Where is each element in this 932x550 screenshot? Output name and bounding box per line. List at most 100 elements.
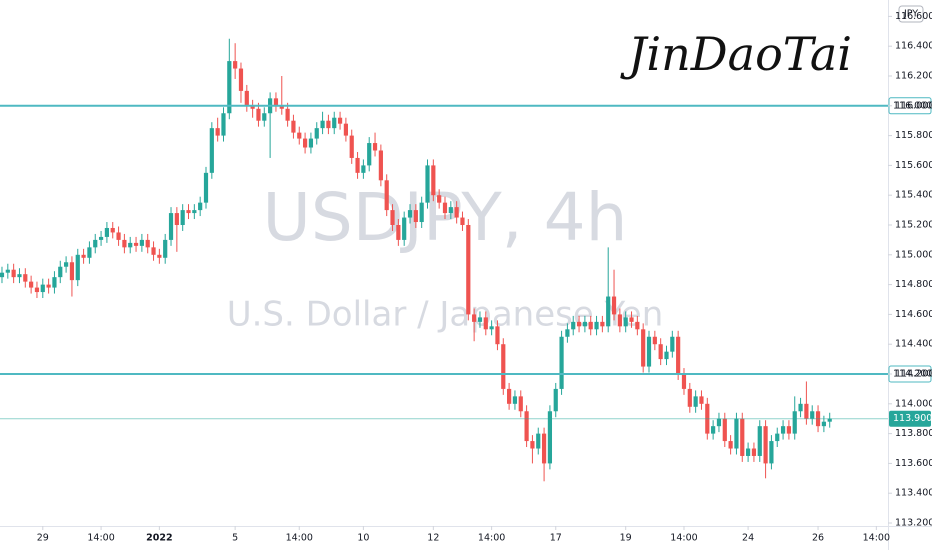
candle-body	[285, 108, 290, 121]
candle-body	[372, 143, 378, 151]
y-tick-label: 115.000	[895, 249, 932, 260]
candle-body	[810, 411, 815, 419]
x-tick-label: 14:00	[863, 533, 890, 544]
candle-body	[192, 210, 197, 214]
candle-body	[617, 314, 622, 327]
candle-body	[553, 388, 558, 412]
candle-body	[559, 336, 564, 389]
candle-body	[233, 61, 238, 69]
candle-body	[337, 117, 343, 124]
candle-body	[157, 254, 162, 258]
candle-body	[641, 329, 646, 367]
candle-body	[571, 321, 576, 330]
candle-body	[11, 269, 16, 278]
currency-label: JPY	[903, 9, 918, 20]
last-price-label: 113.900	[893, 413, 932, 424]
level-label: 116.000	[893, 100, 932, 111]
x-tick-label: 5	[232, 533, 238, 544]
candle-body	[87, 247, 92, 258]
candle-body	[501, 344, 506, 389]
candle-body	[611, 296, 617, 315]
candle-body	[174, 213, 179, 226]
candle-body	[238, 68, 244, 91]
candle-body	[361, 165, 366, 173]
candle-body	[646, 336, 652, 367]
candle-body	[133, 242, 139, 246]
y-tick-label: 113.400	[895, 488, 932, 499]
candle-body	[757, 426, 762, 456]
candle-body	[606, 296, 611, 327]
candle-body	[437, 195, 442, 203]
candle-body	[512, 396, 518, 404]
candle-body	[804, 403, 809, 419]
y-tick-label: 113.600	[895, 458, 932, 469]
signature: JinDaoTai	[620, 27, 852, 81]
candle-body	[0, 272, 5, 278]
candle-body	[250, 105, 255, 109]
candle-body	[209, 128, 214, 173]
y-tick-label: 115.600	[895, 160, 932, 171]
level-label: 114.200	[893, 369, 932, 380]
candle-body	[547, 411, 553, 464]
candle-body	[64, 262, 69, 267]
y-tick-label: 116.200	[895, 70, 932, 81]
y-tick-label: 114.600	[895, 309, 932, 320]
candle-body	[93, 239, 98, 248]
candle-body	[326, 120, 331, 129]
y-tick-label: 116.400	[895, 41, 932, 52]
candle-body	[396, 225, 401, 240]
candle-body	[681, 374, 687, 389]
candle-body	[163, 239, 168, 258]
candle-body	[664, 351, 669, 360]
candle-body	[716, 418, 722, 427]
x-tick-label: 26	[812, 533, 824, 544]
candle-body	[827, 418, 832, 422]
currency-badge	[898, 5, 924, 23]
candle-body	[52, 277, 57, 288]
candle-body	[297, 132, 302, 139]
candle-body	[763, 426, 768, 464]
candle-body	[40, 284, 45, 293]
candle-body	[75, 254, 80, 281]
x-tick-label: 14:00	[478, 533, 505, 544]
candle-body	[780, 426, 786, 434]
candle-body	[594, 321, 599, 330]
candle-body	[262, 113, 267, 121]
candle-body	[139, 239, 144, 246]
x-tick-label: 14:00	[87, 533, 114, 544]
candle-body	[128, 242, 133, 248]
candle-body	[145, 239, 150, 248]
candle-body	[332, 117, 337, 129]
candle-body	[740, 418, 745, 456]
candle-body	[314, 128, 319, 139]
candle-body	[98, 236, 104, 240]
candle-body	[407, 210, 413, 218]
candle-body	[273, 98, 279, 106]
y-tick-label: 114.200	[895, 369, 932, 380]
candle-body	[349, 135, 354, 158]
candle-body	[413, 210, 418, 223]
candle-body	[699, 396, 704, 404]
candle-body	[215, 128, 220, 136]
candle-body	[460, 217, 465, 226]
x-tick-label: 17	[550, 533, 562, 544]
y-tick-label: 115.200	[895, 220, 932, 231]
candle-body	[635, 321, 640, 330]
last-price-badge	[889, 410, 931, 427]
x-tick-label: 29	[37, 533, 49, 544]
candle-body	[302, 138, 308, 148]
candle-body	[17, 274, 22, 278]
candle-body	[448, 207, 453, 214]
candle-body	[670, 336, 675, 352]
candle-body	[518, 396, 523, 412]
candle-body	[244, 90, 249, 106]
candle-body	[728, 441, 733, 449]
candle-body	[442, 202, 448, 214]
candle-body	[495, 326, 500, 345]
candle-body	[46, 284, 51, 288]
candle-body	[711, 426, 716, 434]
candle-body	[676, 336, 681, 375]
candle-body	[483, 317, 488, 330]
candle-body	[151, 247, 156, 255]
